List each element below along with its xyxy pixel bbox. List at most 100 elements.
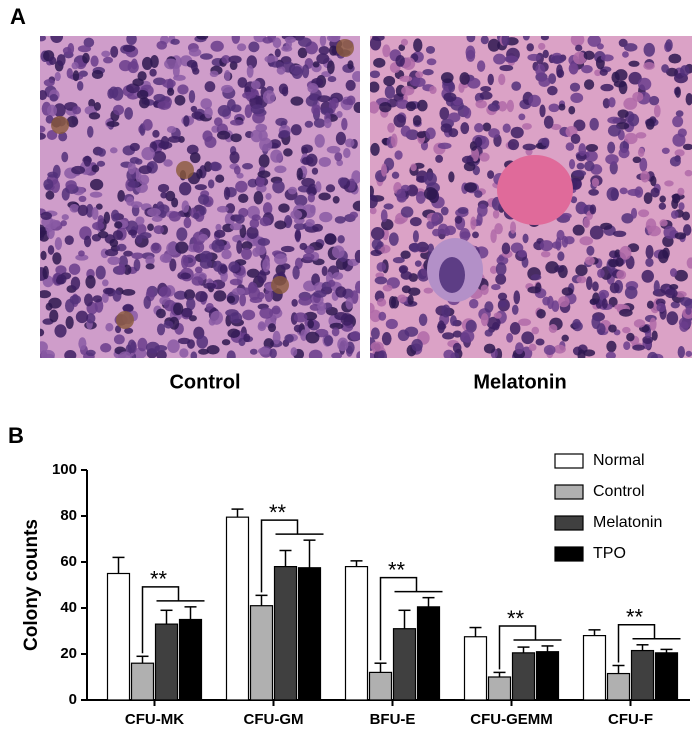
cell-nucleus <box>90 55 99 67</box>
cell-nucleus <box>474 190 483 198</box>
cell-nucleus <box>147 207 161 217</box>
cell-nucleus <box>111 86 124 101</box>
cell-nucleus <box>658 202 667 210</box>
cell-nucleus <box>413 38 423 53</box>
cell-nucleus <box>542 49 549 59</box>
cell-nucleus <box>112 104 125 116</box>
cell-nucleus <box>493 53 506 65</box>
cell-nucleus <box>204 161 213 173</box>
cell-nucleus <box>417 268 430 282</box>
cell-nucleus <box>623 97 638 110</box>
cell-nucleus <box>123 250 133 257</box>
cell-nucleus <box>290 124 302 136</box>
cell-nucleus <box>200 53 213 60</box>
cell-nucleus <box>459 72 470 85</box>
cell-nucleus <box>431 212 440 227</box>
cell-nucleus <box>211 239 225 253</box>
cell-nucleus <box>378 311 387 321</box>
cell-nucleus <box>414 260 422 267</box>
cell-nucleus <box>317 95 331 103</box>
cell-nucleus <box>198 233 209 242</box>
cell-nucleus <box>234 214 245 224</box>
cell-nucleus <box>334 216 346 224</box>
cell-nucleus <box>43 178 54 190</box>
cell-nucleus <box>466 36 476 43</box>
cell-nucleus <box>440 206 449 216</box>
cell-nucleus <box>246 268 260 278</box>
cell-nucleus <box>305 218 315 227</box>
cell-nucleus <box>678 202 685 211</box>
cell-nucleus <box>135 216 145 226</box>
cell-nucleus <box>70 276 81 291</box>
cell-nucleus <box>97 148 106 157</box>
cell-nucleus <box>669 156 681 167</box>
cell-nucleus <box>588 189 599 196</box>
bar <box>654 652 679 701</box>
cell-nucleus <box>82 52 90 64</box>
cell-nucleus <box>54 237 63 251</box>
cell-nucleus <box>491 284 501 291</box>
cell-nucleus <box>78 195 87 203</box>
cell-nucleus <box>619 308 633 317</box>
cell-nucleus <box>325 184 336 193</box>
cell-nucleus <box>557 265 568 279</box>
cell-nucleus <box>454 215 463 224</box>
cell-nucleus <box>600 54 614 62</box>
cell-nucleus <box>64 350 77 358</box>
cell-nucleus <box>650 175 657 187</box>
cell-nucleus <box>502 123 511 133</box>
cell-nucleus <box>276 65 286 75</box>
cell-nucleus <box>210 40 224 52</box>
y-tick-label: 0 <box>69 691 77 708</box>
cell-nucleus <box>92 295 103 303</box>
cell-nucleus <box>52 252 62 265</box>
cell-nucleus <box>570 133 581 144</box>
cell-nucleus <box>257 322 267 332</box>
cell-nucleus <box>177 84 189 95</box>
cell-nucleus <box>145 255 155 266</box>
cell-nucleus <box>482 122 492 132</box>
cell-nucleus <box>145 263 155 270</box>
cell-nucleus <box>684 169 692 177</box>
cell-nucleus <box>139 97 150 109</box>
cell-nucleus <box>242 309 256 321</box>
cell-nucleus <box>226 350 236 358</box>
cell-nucleus <box>345 79 356 91</box>
cell-nucleus <box>233 165 241 175</box>
cell-nucleus <box>265 192 272 200</box>
bar <box>344 565 369 701</box>
cell-nucleus <box>371 238 383 250</box>
y-tick-label: 80 <box>60 507 77 524</box>
cell-nucleus <box>124 327 134 334</box>
cell-nucleus <box>674 291 687 298</box>
cell-nucleus <box>259 307 274 319</box>
cell-nucleus <box>332 272 344 280</box>
cell-nucleus <box>416 131 426 139</box>
cell-nucleus <box>381 227 389 241</box>
cell-nucleus <box>475 99 487 109</box>
cell-nucleus <box>616 269 627 280</box>
cell-nucleus <box>622 51 629 58</box>
cell-nucleus <box>572 224 585 236</box>
cell-nucleus <box>465 319 477 333</box>
cell-nucleus <box>135 234 143 244</box>
cell-nucleus <box>167 136 182 143</box>
cell-nucleus <box>376 298 387 307</box>
cell-nucleus <box>666 67 678 77</box>
cell-nucleus <box>110 45 119 58</box>
cell-nucleus <box>228 261 240 273</box>
cell-nucleus <box>385 318 398 330</box>
cell-nucleus <box>476 60 486 72</box>
cell-nucleus <box>155 308 166 319</box>
cell-nucleus <box>637 77 652 91</box>
cell-nucleus <box>253 191 264 205</box>
cell-nucleus <box>492 209 500 219</box>
cell-nucleus <box>272 330 281 345</box>
cell-nucleus <box>109 147 118 154</box>
cell-nucleus <box>294 230 302 241</box>
cell-nucleus <box>484 329 493 337</box>
bar <box>416 606 441 701</box>
cell-nucleus <box>95 203 103 210</box>
cell-nucleus <box>477 203 488 217</box>
cell-nucleus <box>186 297 196 311</box>
